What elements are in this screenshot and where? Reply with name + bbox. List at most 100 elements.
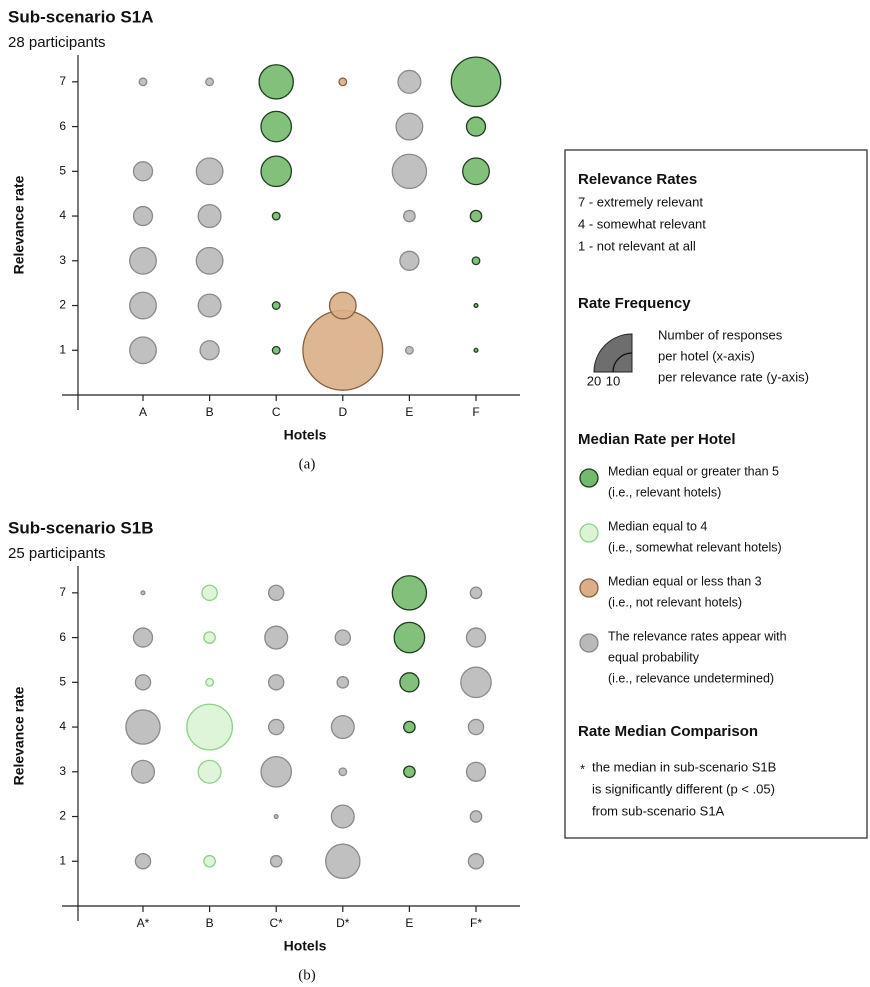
bubble xyxy=(465,627,487,648)
y-tick-label: 4 xyxy=(59,208,66,222)
legend-text: Number of responses xyxy=(658,327,783,342)
bubble xyxy=(186,703,234,751)
bubble xyxy=(393,621,426,654)
x-tick-label: F xyxy=(472,405,479,419)
bubble xyxy=(267,718,285,736)
bubble xyxy=(271,345,281,355)
bubble xyxy=(203,631,216,644)
bubble xyxy=(260,155,293,188)
bubble xyxy=(197,759,222,784)
size-key xyxy=(593,333,633,373)
bubble xyxy=(404,345,414,355)
x-tick-label: E xyxy=(405,916,413,930)
bubble xyxy=(462,157,490,186)
bubble xyxy=(129,336,157,365)
bubble xyxy=(325,843,361,880)
bubble xyxy=(132,627,154,648)
bubble xyxy=(338,767,348,777)
bubble xyxy=(465,761,487,782)
x-tick-label: F* xyxy=(470,916,482,930)
x-tick-label: D xyxy=(338,405,347,419)
size-key-label: 20 xyxy=(587,373,601,388)
bubble xyxy=(467,718,485,736)
legend-text: per relevance rate (y-axis) xyxy=(658,369,809,384)
y-tick-label: 3 xyxy=(59,764,66,778)
legend-text: 7 - extremely relevant xyxy=(578,194,703,209)
bubble xyxy=(334,629,352,646)
y-tick-label: 2 xyxy=(59,298,66,312)
y-axis-label: Relevance rate xyxy=(11,686,27,785)
bubble xyxy=(330,804,355,829)
bubble xyxy=(271,301,281,310)
bubble xyxy=(260,110,293,143)
bubble xyxy=(403,720,416,734)
bubble xyxy=(469,810,483,823)
bubble xyxy=(264,625,289,650)
y-tick-label: 6 xyxy=(59,119,66,133)
bubble xyxy=(129,291,157,320)
bubble xyxy=(134,853,152,870)
bubble xyxy=(267,584,285,602)
y-tick-label: 1 xyxy=(59,853,66,867)
y-tick-label: 7 xyxy=(59,585,66,599)
bubble xyxy=(469,586,483,600)
legend-text: Median equal or less than 3 xyxy=(608,574,762,588)
x-tick-label: A xyxy=(139,405,147,419)
x-tick-label: C xyxy=(272,405,281,419)
bubble xyxy=(130,759,156,784)
bubble xyxy=(203,854,216,868)
legend-text: 1 - not relevant at all xyxy=(578,238,696,253)
bubble xyxy=(399,250,420,271)
bubble xyxy=(138,77,148,87)
legend-text: is significantly different (p < .05) xyxy=(592,781,775,796)
bubble xyxy=(465,116,487,137)
chart-title: Sub-scenario S1B xyxy=(8,518,154,537)
bubble xyxy=(267,674,285,691)
y-axis-label: Relevance rate xyxy=(11,175,27,274)
size-key-label: 10 xyxy=(606,373,620,388)
bubble xyxy=(132,161,154,182)
x-tick-label: C* xyxy=(270,916,284,930)
legend-text: from sub-scenario S1A xyxy=(592,803,725,818)
legend-text: (i.e., not relevant hotels) xyxy=(608,595,742,609)
bubble xyxy=(129,246,157,275)
bubble xyxy=(450,56,502,108)
legend-text: per hotel (x-axis) xyxy=(658,348,755,363)
x-tick-label: E xyxy=(405,405,413,419)
bubble xyxy=(391,153,428,190)
legend-text: Median equal or greater than 5 xyxy=(608,464,779,478)
size-key xyxy=(612,352,633,373)
bubble xyxy=(199,340,220,361)
bubble xyxy=(195,157,224,186)
bubble xyxy=(125,709,161,745)
legend-text: The relevance rates appear with xyxy=(608,629,787,643)
caption: (a) xyxy=(299,456,316,472)
y-tick-label: 7 xyxy=(59,74,66,88)
bubble xyxy=(201,584,218,602)
legend-text: Median equal to 4 xyxy=(608,519,707,533)
bubble xyxy=(271,211,281,221)
bubble xyxy=(403,209,416,223)
x-tick-label: B xyxy=(206,405,214,419)
bubble xyxy=(473,347,479,353)
bubble xyxy=(338,77,348,87)
legend-text: (i.e., relevant hotels) xyxy=(608,485,721,499)
bubble xyxy=(328,291,357,320)
y-tick-label: 1 xyxy=(59,342,66,356)
legend-heading: Relevance Rates xyxy=(578,171,697,188)
x-axis-label: Hotels xyxy=(284,427,327,443)
bubble xyxy=(134,674,152,691)
bubble xyxy=(197,293,222,318)
y-tick-label: 4 xyxy=(59,719,66,733)
legend-text: 4 - somewhat relevant xyxy=(578,216,706,231)
bubble xyxy=(205,677,215,687)
bubble xyxy=(460,666,492,699)
bubble xyxy=(302,309,384,391)
y-tick-label: 2 xyxy=(59,809,66,823)
legend-text: the median in sub-scenario S1B xyxy=(592,759,776,774)
legend-heading: Rate Frequency xyxy=(578,295,691,312)
bubble xyxy=(403,765,416,779)
bubble xyxy=(336,675,350,689)
bubble xyxy=(197,204,222,229)
